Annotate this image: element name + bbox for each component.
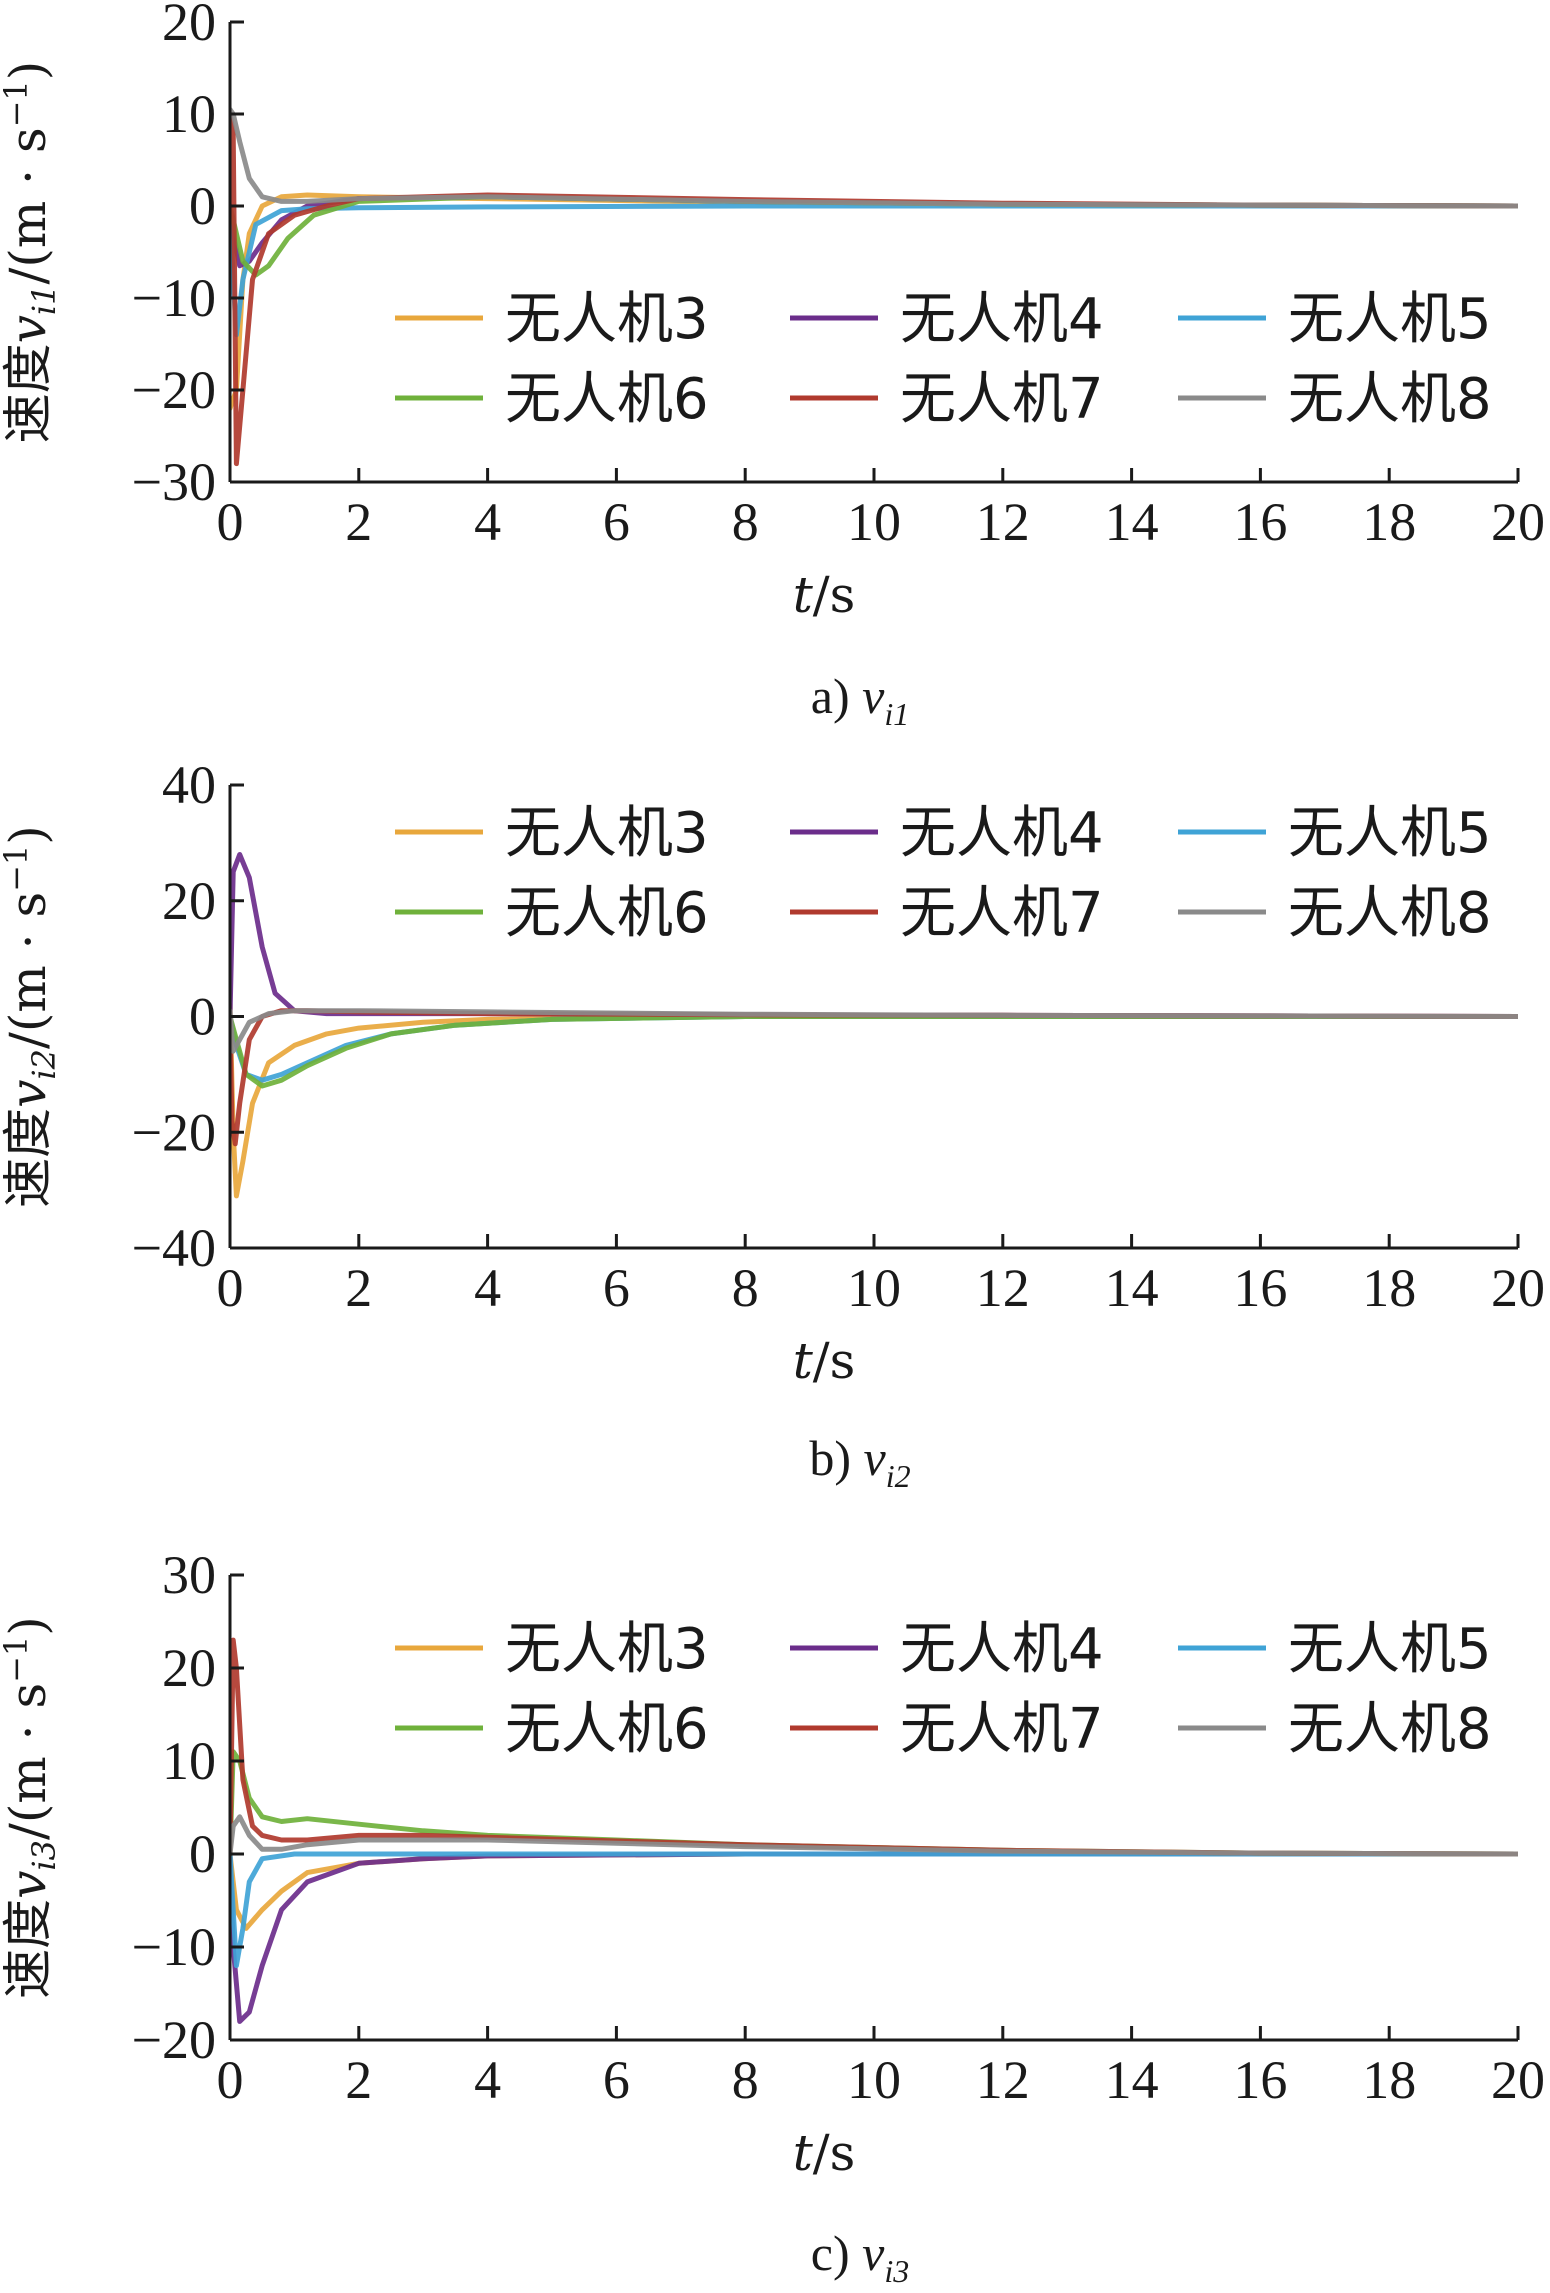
- series-lines: [230, 106, 1518, 467]
- legend-entry: 无人机8: [1288, 367, 1492, 432]
- x-tick-label: 16: [1233, 2050, 1287, 2110]
- legend-entry: 无人机4: [900, 287, 1104, 352]
- series-line-uav3: [230, 1002, 1518, 1199]
- panel-caption: b) vi2: [809, 1430, 910, 1494]
- x-tick-label: 0: [217, 492, 244, 552]
- x-tick-label: 2: [345, 492, 372, 552]
- x-tick-label: 14: [1105, 1258, 1159, 1318]
- y-tick-label: −20: [132, 2010, 216, 2070]
- y-tick-label: 40: [162, 755, 216, 815]
- legend-entry: 无人机8: [1288, 1697, 1492, 1762]
- y-tick-label: −40: [132, 1218, 216, 1278]
- chart-panel-c: 0 2 4 6 8 10 12 14 16 18 20 −20 −10 0 10 20 30 t/s 速度vi3/(…: [0, 1545, 1545, 2289]
- legend-entry: 无人机4: [900, 1617, 1104, 1682]
- panel-caption: c) vi3: [811, 2225, 909, 2289]
- y-tick-label: 0: [189, 1824, 216, 1884]
- y-tick-label: 10: [162, 1731, 216, 1791]
- x-tick-label: 12: [976, 2050, 1030, 2110]
- chart-panel-b: 0 2 4 6 8 10 12 14 16 18 20 −40 −20 0 20 40 t/s 速度vi2/(m …: [0, 755, 1545, 1494]
- legend-entry: 无人机7: [900, 1697, 1104, 1762]
- x-tick-label: 2: [345, 2050, 372, 2110]
- legend-entry: 无人机6: [505, 367, 709, 432]
- legend-entry: 无人机6: [505, 881, 709, 946]
- x-tick-label: 20: [1491, 492, 1545, 552]
- x-tick-label: 6: [603, 1258, 630, 1318]
- x-axis-title: t/s: [793, 1332, 856, 1390]
- x-tick-label: 4: [474, 492, 501, 552]
- y-tick-label: 0: [189, 176, 216, 236]
- series-lines: [230, 852, 1518, 1199]
- y-tick-label: 10: [162, 84, 216, 144]
- legend-entry: 无人机8: [1288, 881, 1492, 946]
- y-tick-label: 20: [162, 0, 216, 52]
- y-tick-label: −20: [132, 360, 216, 420]
- y-tick-label: −20: [132, 1102, 216, 1162]
- x-tick-label: 4: [474, 1258, 501, 1318]
- x-tick-label: 10: [847, 492, 901, 552]
- series-line-uav3: [230, 1851, 1518, 1931]
- x-tick-label: 8: [732, 2050, 759, 2110]
- y-tick-label: 30: [162, 1545, 216, 1605]
- x-tick-label: 4: [474, 2050, 501, 2110]
- panel-caption: a) vi1: [811, 668, 909, 732]
- x-tick-label: 0: [217, 1258, 244, 1318]
- legend: 无人机3 无人机4 无人机5 无人机6 无人机7 无人机8: [395, 1617, 1492, 1762]
- legend-entry: 无人机3: [505, 287, 709, 352]
- x-tick-label: 10: [847, 1258, 901, 1318]
- series-line-uav8: [230, 1814, 1518, 1857]
- legend-entry: 无人机7: [900, 881, 1104, 946]
- x-tick-label: 20: [1491, 1258, 1545, 1318]
- x-tick-label: 6: [603, 492, 630, 552]
- legend-entry: 无人机6: [505, 1697, 709, 1762]
- x-tick-label: 16: [1233, 1258, 1287, 1318]
- x-tick-label: 6: [603, 2050, 630, 2110]
- x-axis-title: t/s: [793, 2124, 856, 2182]
- x-tick-label: 16: [1233, 492, 1287, 552]
- series-line-uav5: [230, 1851, 1518, 1969]
- x-tick-label: 12: [976, 492, 1030, 552]
- legend: 无人机3 无人机4 无人机5 无人机6 无人机7 无人机8: [395, 801, 1492, 946]
- y-tick-label: 20: [162, 871, 216, 931]
- chart-panel-a: 0 2 4 6 8 10 12 14 16 18 20 −30 −20 −10 0 10 20 t/s 速度vi1/…: [0, 0, 1545, 732]
- series-line-uav6: [230, 1014, 1518, 1089]
- legend-entry: 无人机5: [1288, 287, 1492, 352]
- x-tick-label: 20: [1491, 2050, 1545, 2110]
- series-line-uav8: [230, 106, 1518, 209]
- y-tick-label: −10: [132, 1917, 216, 1977]
- legend: 无人机3 无人机4 无人机5 无人机6 无人机7 无人机8: [395, 287, 1492, 432]
- series-lines: [230, 1637, 1518, 2024]
- legend-entry: 无人机5: [1288, 1617, 1492, 1682]
- y-tick-label: −30: [132, 452, 216, 512]
- legend-entry: 无人机3: [505, 1617, 709, 1682]
- y-tick-label: 0: [189, 987, 216, 1047]
- legend-entry: 无人机3: [505, 801, 709, 866]
- x-tick-label: 14: [1105, 492, 1159, 552]
- x-tick-label: 12: [976, 1258, 1030, 1318]
- x-tick-label: 14: [1105, 2050, 1159, 2110]
- y-axis-title: 速度vi1/(m · s−1): [0, 61, 63, 444]
- y-tick-label: −10: [132, 268, 216, 328]
- x-tick-label: 18: [1362, 1258, 1416, 1318]
- x-tick-label: 2: [345, 1258, 372, 1318]
- y-tick-label: 20: [162, 1638, 216, 1698]
- x-tick-label: 0: [217, 2050, 244, 2110]
- x-axis-title: t/s: [793, 566, 856, 624]
- legend-entry: 无人机5: [1288, 801, 1492, 866]
- x-tick-label: 10: [847, 2050, 901, 2110]
- y-axis-title: 速度vi3/(m · s−1): [0, 1616, 63, 1999]
- x-tick-label: 8: [732, 492, 759, 552]
- series-line-uav4: [230, 1851, 1518, 2024]
- y-axis-title: 速度vi2/(m · s−1): [0, 825, 63, 1208]
- legend-entry: 无人机4: [900, 801, 1104, 866]
- x-tick-label: 8: [732, 1258, 759, 1318]
- x-tick-label: 18: [1362, 2050, 1416, 2110]
- legend-entry: 无人机7: [900, 367, 1104, 432]
- series-line-uav5: [230, 1014, 1518, 1083]
- series-line-uav8: [230, 1008, 1518, 1054]
- x-tick-label: 18: [1362, 492, 1416, 552]
